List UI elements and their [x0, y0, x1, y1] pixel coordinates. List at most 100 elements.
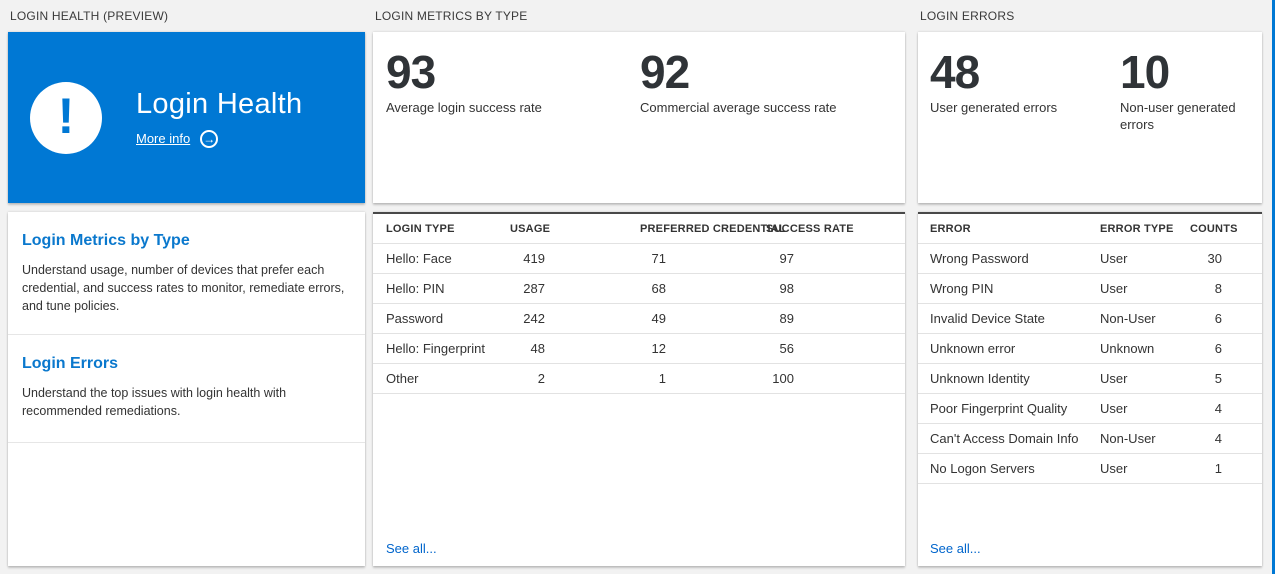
- stat-average-success-rate: 93 Average login success rate: [386, 48, 542, 117]
- info-section-login-errors: Login Errors Understand the top issues w…: [8, 335, 365, 443]
- login-errors-section: LOGIN ERRORS 48 User generated errors 10…: [918, 0, 1262, 574]
- table-cell: 1: [658, 371, 666, 386]
- table-cell: User: [1100, 281, 1128, 296]
- arrow-right-circle-icon[interactable]: →: [200, 129, 219, 148]
- login-metrics-table-card: LOGIN TYPE USAGE PREFERRED CREDENTIAL SUCCE…: [373, 212, 905, 566]
- table-cell: 100: [772, 371, 794, 386]
- stat-value: 48: [930, 46, 980, 98]
- table-row: Hello: Face 419 71 97: [373, 244, 905, 274]
- table-cell: 30: [1207, 251, 1222, 266]
- table-cell: No Logon Servers: [930, 461, 1035, 476]
- table-row: Unknown Identity User 5: [918, 364, 1262, 394]
- table-row: Invalid Device State Non-User 6: [918, 304, 1262, 334]
- stat-value: 92: [640, 46, 690, 98]
- table-cell: Unknown Identity: [930, 371, 1030, 386]
- table-row: Password 242 49 89: [373, 304, 905, 334]
- table-cell: Unknown error: [930, 341, 1016, 356]
- table-cell: Password: [386, 311, 444, 326]
- adjacent-tile-edge: [1272, 0, 1275, 574]
- table-cell: 68: [651, 281, 666, 296]
- table-cell: 287: [523, 281, 545, 296]
- stat-label: User generated errors: [930, 99, 1058, 115]
- table-cell: Other: [386, 371, 419, 386]
- tile-title: Login Health: [136, 87, 303, 120]
- see-all-link[interactable]: See all...: [930, 541, 981, 556]
- table-cell: 6: [1214, 311, 1222, 326]
- info-description: Understand usage, number of devices that…: [22, 263, 345, 314]
- login-metrics-table: LOGIN TYPE USAGE PREFERRED CREDENTIAL SUCCE…: [373, 214, 905, 394]
- table-cell: 5: [1214, 371, 1222, 386]
- table-row: Can't Access Domain Info Non-User 4: [918, 424, 1262, 454]
- column-header: ERROR: [930, 223, 971, 235]
- table-cell: Non-User: [1100, 431, 1156, 446]
- login-health-tile[interactable]: ! Login Health More info →: [8, 32, 365, 203]
- column-header: LOGIN TYPE: [386, 223, 455, 235]
- stat-value: 10: [1120, 46, 1170, 98]
- table-cell: 89: [779, 311, 794, 326]
- login-metrics-section: LOGIN METRICS BY TYPE 93 Average login s…: [373, 0, 905, 574]
- table-row: Wrong Password User 30: [918, 244, 1262, 274]
- table-row: Wrong PIN User 8: [918, 274, 1262, 304]
- see-all-link[interactable]: See all...: [386, 541, 437, 556]
- table-cell: Non-User: [1100, 311, 1156, 326]
- login-errors-table: ERROR ERROR TYPE COUNTS Wrong Password User…: [918, 214, 1262, 484]
- table-header-row: ERROR ERROR TYPE COUNTS: [918, 214, 1262, 244]
- column-header: PREFERRED CREDENTIAL: [640, 223, 786, 235]
- stat-user-errors: 48 User generated errors: [930, 48, 1108, 117]
- table-cell: 4: [1214, 401, 1222, 416]
- table-header-row: LOGIN TYPE USAGE PREFERRED CREDENTIAL SUCCE…: [373, 214, 905, 244]
- table-cell: 71: [651, 251, 666, 266]
- table-cell: User: [1100, 371, 1128, 386]
- stat-label: Non-user generated errors: [1120, 99, 1236, 132]
- column-header: USAGE: [510, 223, 551, 235]
- info-title-login-metrics[interactable]: Login Metrics by Type: [22, 232, 190, 249]
- table-body: Wrong Password User 30 Wrong PIN User 8 Invali…: [918, 244, 1262, 484]
- table-row: No Logon Servers User 1: [918, 454, 1262, 484]
- table-cell: Hello: PIN: [386, 281, 445, 296]
- table-cell: 8: [1214, 281, 1222, 296]
- column-header: SUCCESS RATE: [766, 223, 854, 235]
- table-cell: 242: [523, 311, 545, 326]
- table-row: Other 2 1 100: [373, 364, 905, 394]
- login-health-info-card: Login Metrics by Type Understand usage, …: [8, 212, 365, 566]
- table-cell: 6: [1214, 341, 1222, 356]
- table-cell: Wrong Password: [930, 251, 1029, 266]
- table-cell: 98: [779, 281, 794, 296]
- table-body: Hello: Face 419 71 97 Hello: PIN 287 68 98 Passw…: [373, 244, 905, 394]
- stat-non-user-errors: 10 Non-user generated errors: [1120, 48, 1252, 134]
- column-header: COUNTS: [1190, 223, 1238, 235]
- table-cell: Hello: Face: [386, 251, 452, 266]
- stat-label: Average login success rate: [386, 99, 542, 115]
- table-row: Hello: Fingerprint 48 12 56: [373, 334, 905, 364]
- table-cell: User: [1100, 251, 1128, 266]
- more-info-link[interactable]: More info: [136, 131, 191, 146]
- login-errors-table-card: ERROR ERROR TYPE COUNTS Wrong Password User…: [918, 212, 1262, 566]
- table-cell: 1: [1214, 461, 1222, 476]
- column-header: ERROR TYPE: [1100, 223, 1174, 235]
- table-cell: 419: [523, 251, 545, 266]
- table-row: Hello: PIN 287 68 98: [373, 274, 905, 304]
- section-caption: LOGIN ERRORS: [920, 9, 1015, 23]
- table-cell: 4: [1214, 431, 1222, 446]
- table-cell: Can't Access Domain Info: [930, 431, 1079, 446]
- section-caption: LOGIN METRICS BY TYPE: [375, 9, 528, 23]
- info-title-login-errors[interactable]: Login Errors: [22, 355, 119, 372]
- exclamation-icon: !: [30, 81, 102, 154]
- table-row: Poor Fingerprint Quality User 4: [918, 394, 1262, 424]
- table-cell: 48: [530, 341, 545, 356]
- table-cell: 49: [651, 311, 666, 326]
- table-cell: Hello: Fingerprint: [386, 341, 485, 356]
- table-cell: 56: [779, 341, 794, 356]
- stat-value: 93: [386, 46, 436, 98]
- table-cell: Poor Fingerprint Quality: [930, 401, 1068, 416]
- table-cell: Invalid Device State: [930, 311, 1045, 326]
- table-cell: 12: [651, 341, 666, 356]
- table-cell: 97: [779, 251, 794, 266]
- info-section-login-metrics: Login Metrics by Type Understand usage, …: [8, 212, 365, 335]
- section-caption: LOGIN HEALTH (PREVIEW): [10, 9, 169, 23]
- login-errors-stats-card: 48 User generated errors 10 Non-user gen…: [918, 32, 1262, 203]
- table-cell: 2: [537, 371, 545, 386]
- table-cell: Wrong PIN: [930, 281, 994, 296]
- info-description: Understand the top issues with login hea…: [22, 386, 287, 419]
- stat-commercial-success-rate: 92 Commercial average success rate: [640, 48, 837, 117]
